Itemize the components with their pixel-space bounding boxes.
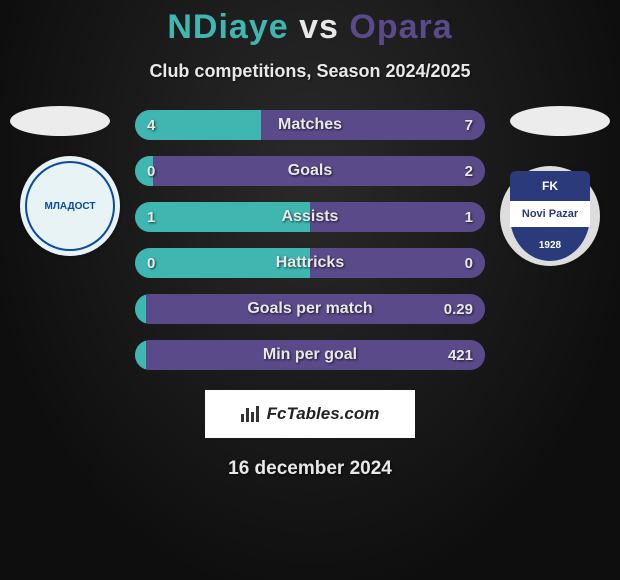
crest-left-inner: МЛАДОСТ (25, 161, 115, 251)
stat-row: Min per goal421 (135, 340, 485, 370)
player2-name: Opara (349, 8, 452, 46)
crest-right-name: Novi Pazar (510, 201, 590, 227)
stat-label: Goals per match (135, 300, 485, 318)
club-crest-left: МЛАДОСТ (20, 156, 120, 256)
subtitle: Club competitions, Season 2024/2025 (0, 61, 620, 82)
stat-row: Matches4 7 (135, 110, 485, 140)
stat-label: Goals (135, 162, 485, 180)
crest-right-inner: FK Novi Pazar 1928 (510, 171, 590, 261)
stat-bars: Matches47Goals02Assists11Hattricks00Goal… (135, 110, 485, 370)
stat-value-left: 4 (147, 117, 155, 134)
stat-row: Assists1 1 (135, 202, 485, 232)
stat-row: Goals per match0.29 (135, 294, 485, 324)
stat-value-right: 0 (465, 255, 473, 272)
crest-left-text: МЛАДОСТ (45, 201, 96, 212)
stat-value-right: 0.29 (444, 301, 473, 318)
stat-value-right: 421 (448, 347, 473, 364)
stat-label: Matches (135, 116, 485, 134)
stat-row: Hattricks0 0 (135, 248, 485, 278)
player1-name: NDiaye (167, 8, 288, 46)
chart-icon (241, 406, 259, 422)
stat-label: Hattricks (135, 254, 485, 272)
stat-value-left: 1 (147, 209, 155, 226)
stat-label: Min per goal (135, 346, 485, 364)
vs-label: vs (299, 8, 339, 46)
stat-value-right: 7 (465, 117, 473, 134)
main-area: МЛАДОСТ FK Novi Pazar 1928 Matches4 7 Goal… (0, 110, 620, 480)
date-label: 16 december 2024 (0, 458, 620, 480)
stat-value-left: 0 (147, 163, 155, 180)
stat-value-right: 2 (465, 163, 473, 180)
source-logo: FcTables.com (205, 390, 415, 438)
ellipse-left (10, 106, 110, 136)
stat-row: Goals0 2 (135, 156, 485, 186)
source-logo-text: FcTables.com (267, 404, 380, 424)
ellipse-right (510, 106, 610, 136)
crest-right-tag: FK (542, 179, 558, 193)
stat-value-right: 1 (465, 209, 473, 226)
comparison-title: NDiaye vs Opara (0, 0, 620, 47)
stat-value-left: 0 (147, 255, 155, 272)
content-root: NDiaye vs Opara Club competitions, Seaso… (0, 0, 620, 580)
club-crest-right: FK Novi Pazar 1928 (500, 166, 600, 266)
stat-label: Assists (135, 208, 485, 226)
crest-right-year: 1928 (539, 240, 561, 251)
